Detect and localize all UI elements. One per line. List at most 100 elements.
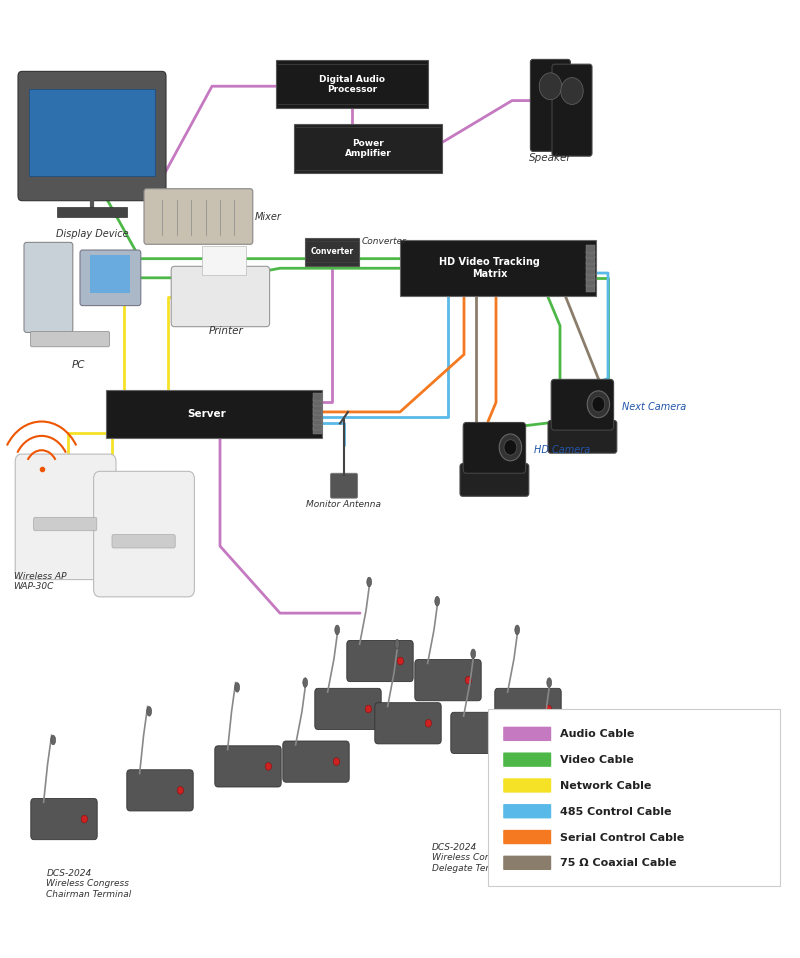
FancyBboxPatch shape xyxy=(488,709,780,886)
FancyBboxPatch shape xyxy=(463,422,526,473)
Text: Display Device: Display Device xyxy=(56,230,128,240)
FancyBboxPatch shape xyxy=(106,390,322,438)
Text: Audio Cable: Audio Cable xyxy=(560,729,634,740)
FancyBboxPatch shape xyxy=(586,251,594,259)
FancyBboxPatch shape xyxy=(503,855,551,870)
FancyBboxPatch shape xyxy=(313,394,322,401)
Ellipse shape xyxy=(587,391,610,418)
Ellipse shape xyxy=(178,787,184,794)
FancyBboxPatch shape xyxy=(313,408,322,416)
Text: DCS-2024
Wireless Congress
Delegate Terminal: DCS-2024 Wireless Congress Delegate Term… xyxy=(432,843,515,873)
Ellipse shape xyxy=(365,705,371,713)
Ellipse shape xyxy=(577,758,584,765)
Ellipse shape xyxy=(367,577,371,586)
Ellipse shape xyxy=(499,434,522,461)
FancyBboxPatch shape xyxy=(347,641,413,682)
Text: 75 Ω Coaxial Cable: 75 Ω Coaxial Cable xyxy=(560,858,677,868)
FancyBboxPatch shape xyxy=(112,535,175,548)
Text: HD Camera: HD Camera xyxy=(534,445,590,455)
Text: Serial Control Cable: Serial Control Cable xyxy=(560,833,684,842)
FancyBboxPatch shape xyxy=(503,804,551,818)
Text: Network Cable: Network Cable xyxy=(560,781,651,791)
Ellipse shape xyxy=(545,705,552,713)
Text: 485 Control Cable: 485 Control Cable xyxy=(560,807,671,817)
FancyBboxPatch shape xyxy=(586,262,594,269)
Ellipse shape xyxy=(266,763,271,770)
Text: Converter: Converter xyxy=(310,247,354,257)
Text: PC: PC xyxy=(72,360,85,370)
FancyBboxPatch shape xyxy=(330,473,358,498)
FancyBboxPatch shape xyxy=(126,770,194,810)
Ellipse shape xyxy=(235,682,240,692)
FancyBboxPatch shape xyxy=(494,689,562,730)
Ellipse shape xyxy=(515,626,520,635)
Ellipse shape xyxy=(395,640,400,650)
FancyBboxPatch shape xyxy=(144,189,253,244)
FancyBboxPatch shape xyxy=(18,72,166,201)
FancyBboxPatch shape xyxy=(90,255,130,293)
Ellipse shape xyxy=(397,657,403,665)
Ellipse shape xyxy=(501,729,507,737)
FancyBboxPatch shape xyxy=(24,242,73,332)
Ellipse shape xyxy=(435,596,440,606)
Text: Power
Amplifier: Power Amplifier xyxy=(345,139,391,158)
FancyBboxPatch shape xyxy=(294,124,442,173)
FancyBboxPatch shape xyxy=(276,60,428,108)
FancyBboxPatch shape xyxy=(400,240,595,296)
Text: Monitor Antenna: Monitor Antenna xyxy=(306,500,382,509)
Text: Printer: Printer xyxy=(209,326,244,335)
FancyBboxPatch shape xyxy=(31,799,98,839)
Ellipse shape xyxy=(547,678,552,688)
Text: Video Cable: Video Cable xyxy=(560,755,634,765)
Ellipse shape xyxy=(471,650,475,659)
FancyBboxPatch shape xyxy=(80,250,141,306)
FancyBboxPatch shape xyxy=(305,238,359,266)
FancyBboxPatch shape xyxy=(313,413,322,421)
FancyBboxPatch shape xyxy=(552,64,592,156)
Ellipse shape xyxy=(561,78,583,104)
Ellipse shape xyxy=(333,758,339,765)
FancyBboxPatch shape xyxy=(460,464,529,496)
FancyBboxPatch shape xyxy=(313,422,322,430)
FancyBboxPatch shape xyxy=(15,454,116,580)
Text: DCS-2024
Wireless Congress
Chairman Terminal: DCS-2024 Wireless Congress Chairman Term… xyxy=(46,869,132,899)
FancyBboxPatch shape xyxy=(313,418,322,425)
FancyBboxPatch shape xyxy=(526,741,593,782)
Text: Converter: Converter xyxy=(362,237,406,246)
Ellipse shape xyxy=(426,719,432,727)
Text: Speaker: Speaker xyxy=(529,153,572,163)
Ellipse shape xyxy=(147,707,152,717)
Ellipse shape xyxy=(82,815,88,823)
Text: Digital Audio
Processor: Digital Audio Processor xyxy=(319,75,385,94)
Ellipse shape xyxy=(335,626,340,635)
FancyBboxPatch shape xyxy=(548,421,617,453)
FancyBboxPatch shape xyxy=(503,830,551,844)
FancyBboxPatch shape xyxy=(57,208,127,217)
FancyBboxPatch shape xyxy=(29,89,155,175)
FancyBboxPatch shape xyxy=(415,660,482,701)
FancyBboxPatch shape xyxy=(214,745,282,787)
FancyBboxPatch shape xyxy=(586,279,594,286)
FancyBboxPatch shape xyxy=(34,517,97,531)
FancyBboxPatch shape xyxy=(451,713,517,754)
FancyBboxPatch shape xyxy=(530,59,570,151)
Ellipse shape xyxy=(539,73,562,100)
FancyBboxPatch shape xyxy=(313,427,322,435)
FancyBboxPatch shape xyxy=(94,471,194,597)
Text: Wireless AP
WAP-30C: Wireless AP WAP-30C xyxy=(14,572,66,591)
FancyBboxPatch shape xyxy=(374,703,442,744)
FancyBboxPatch shape xyxy=(586,284,594,291)
Ellipse shape xyxy=(51,736,56,745)
FancyBboxPatch shape xyxy=(586,273,594,281)
FancyBboxPatch shape xyxy=(503,727,551,741)
Text: Mixer: Mixer xyxy=(254,213,282,222)
FancyBboxPatch shape xyxy=(586,256,594,263)
Text: Server: Server xyxy=(187,409,226,419)
Text: HD Video Tracking
Matrix: HD Video Tracking Matrix xyxy=(439,258,540,279)
FancyBboxPatch shape xyxy=(586,245,594,253)
FancyBboxPatch shape xyxy=(283,741,349,782)
FancyBboxPatch shape xyxy=(171,266,270,327)
FancyBboxPatch shape xyxy=(503,752,551,766)
FancyBboxPatch shape xyxy=(586,267,594,275)
Ellipse shape xyxy=(592,397,605,412)
